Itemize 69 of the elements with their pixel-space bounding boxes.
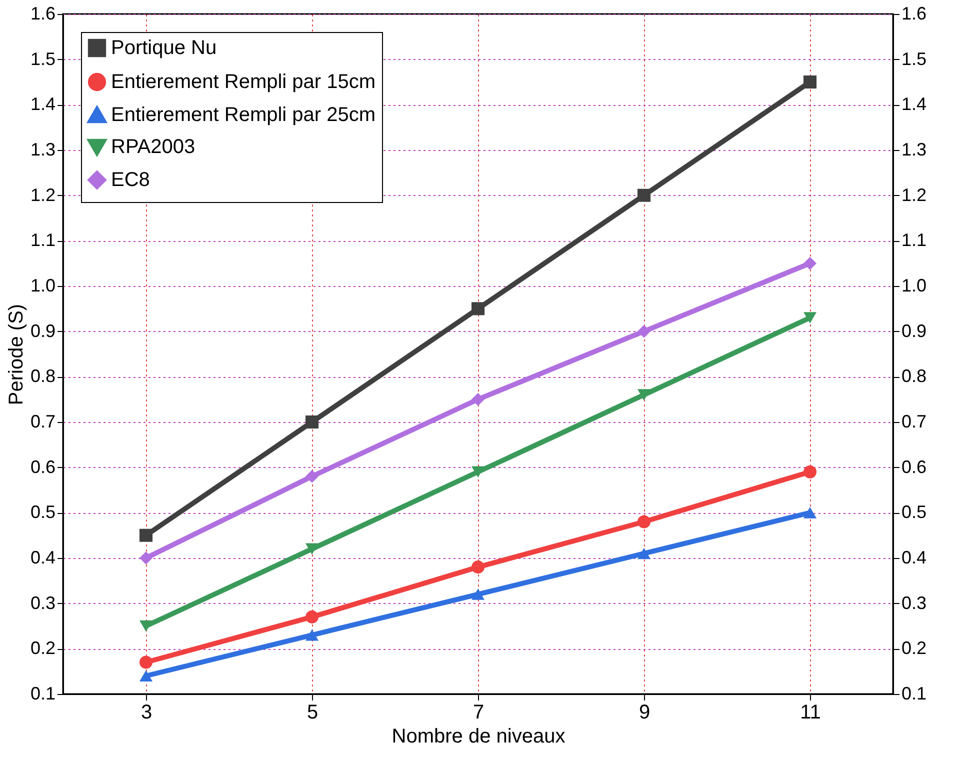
point	[471, 560, 485, 574]
legend-label: Entierement Rempli par 25cm	[111, 104, 376, 126]
legend-label: EC8	[111, 169, 150, 191]
y2-tick-label: 1.2	[902, 184, 927, 205]
point	[637, 515, 651, 528]
y2-tick-label: 1.1	[902, 230, 927, 250]
y-tick-label: 0.7	[30, 412, 56, 432]
point	[305, 543, 319, 555]
y-tick-label: 1.4	[30, 94, 56, 114]
y-tick-label: 0.2	[30, 638, 56, 658]
point	[305, 610, 319, 624]
point	[471, 466, 485, 478]
legend-label: Portique Nu	[111, 37, 217, 59]
point	[637, 324, 651, 338]
x-tick-label: 11	[800, 702, 821, 724]
x-axis-title: Nombre de niveaux	[392, 726, 566, 748]
y-tick-label: 1.5	[30, 48, 56, 69]
y2-tick-label: 0.3	[902, 592, 927, 613]
y-tick-label: 1.3	[30, 140, 56, 160]
point	[803, 465, 817, 478]
point	[139, 528, 153, 542]
point	[305, 470, 319, 483]
point	[305, 415, 319, 429]
y2-tick-label: 1.0	[902, 276, 927, 296]
point	[139, 551, 153, 565]
y2-tick-label: 1.4	[902, 94, 927, 114]
legend-label: Entierement Rempli par 15cm	[111, 71, 376, 93]
point	[139, 670, 153, 682]
x-tick-label: 9	[638, 702, 650, 724]
y2-tick-label: 0.7	[902, 412, 927, 432]
point	[637, 188, 651, 202]
y2-tick-label: 0.4	[902, 548, 927, 568]
y-tick-label: 0.5	[30, 502, 56, 522]
y-tick-label: 1.6	[30, 4, 56, 24]
y2-tick-label: 1.5	[902, 48, 927, 69]
point	[305, 629, 319, 641]
point	[637, 548, 651, 560]
point	[803, 75, 817, 89]
x-tick-label: 5	[306, 702, 318, 724]
y2-tick-label: 0.5	[902, 502, 927, 522]
y2-tick-label: 0.9	[902, 320, 927, 341]
y-tick-label: 1.1	[30, 230, 56, 250]
y-tick-label: 0.4	[30, 548, 56, 568]
point	[139, 656, 153, 669]
legend-label: RPA2003	[111, 136, 196, 158]
y2-tick-label: 0.6	[902, 456, 927, 477]
y-tick-label: 0.1	[30, 684, 56, 704]
y2-tick-label: 0.1	[902, 684, 927, 704]
y-tick-label: 1.2	[30, 184, 56, 205]
y-tick-label: 0.9	[30, 320, 56, 341]
point	[471, 302, 485, 316]
y2-tick-label: 1.6	[902, 4, 927, 24]
y-tick-label: 0.6	[30, 456, 56, 477]
y2-tick-label: 0.2	[902, 638, 927, 658]
y-tick-label: 0.8	[30, 366, 56, 386]
y-tick-label: 1.0	[30, 276, 56, 296]
point	[139, 620, 153, 632]
y-tick-label: 0.3	[30, 592, 56, 613]
point	[803, 256, 817, 270]
y2-tick-label: 0.8	[902, 366, 927, 386]
point	[637, 389, 651, 400]
y-axis-title: Periode (S)	[5, 304, 28, 406]
point	[803, 507, 817, 518]
point	[803, 312, 817, 324]
point	[471, 392, 485, 406]
x-tick-label: 7	[472, 702, 484, 724]
point	[471, 588, 485, 600]
x-tick-label: 3	[140, 702, 152, 724]
y2-tick-label: 1.3	[902, 140, 927, 160]
